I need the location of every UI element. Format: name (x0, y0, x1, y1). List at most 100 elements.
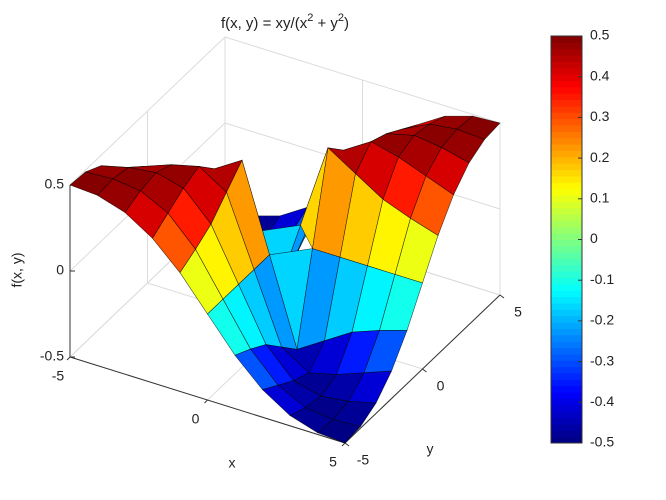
colorbar-cell (551, 194, 582, 202)
colorbar-cell (551, 436, 582, 444)
z-axis-label: f(x, y) (9, 253, 25, 288)
colorbar-tick-label: 0.4 (590, 67, 610, 83)
colorbar-cell (551, 156, 582, 164)
colorbar-cell (551, 303, 582, 310)
colorbar-cell (551, 309, 582, 317)
colorbar-cell (551, 264, 582, 272)
y-tick-label: 0 (437, 378, 445, 394)
colorbar-cell (551, 322, 582, 330)
colorbar-cell (551, 366, 582, 374)
colorbar-cell (551, 86, 582, 94)
colorbar-cell (551, 385, 582, 393)
colorbar-cell (551, 207, 582, 215)
y-tick-label: 5 (514, 304, 522, 320)
colorbar-cell (551, 379, 582, 387)
colorbar-tick-label: 0 (590, 230, 598, 246)
colorbar-cell (551, 430, 582, 438)
title-sup: 2 (307, 12, 313, 24)
colorbar-tick-label: 0.2 (590, 149, 610, 165)
colorbar-cell (551, 398, 582, 406)
colorbar-cell (551, 233, 582, 240)
colorbar-cell (551, 353, 582, 361)
colorbar-cell (551, 417, 582, 425)
colorbar-cell (551, 239, 582, 247)
y-tick (344, 442, 350, 447)
z-tick-label: 0.5 (45, 176, 65, 192)
colorbar-cell (551, 258, 582, 266)
colorbar-tick-label: -0.2 (590, 312, 614, 328)
title-part: + y (313, 15, 338, 32)
colorbar-cell (551, 271, 582, 279)
colorbar-cell (551, 296, 582, 304)
colorbar-cell (551, 290, 582, 298)
x-tick (204, 399, 208, 404)
colorbar-tick-label: 0.5 (590, 27, 610, 43)
colorbar-cell (551, 328, 582, 336)
colorbar-cell (551, 347, 582, 355)
colorbar-cell (551, 118, 582, 126)
x-tick-label: -5 (52, 368, 65, 384)
colorbar-tick-label: 0.1 (590, 190, 610, 206)
colorbar-cell (551, 188, 582, 196)
colorbar-cell (551, 112, 582, 120)
y-axis-label: y (427, 441, 434, 457)
colorbar-cell (551, 411, 582, 419)
colorbar-tick-label: 0.3 (590, 108, 610, 124)
colorbar-cell (551, 334, 582, 342)
grid-line (224, 36, 501, 124)
title-sup: 2 (338, 12, 344, 24)
x-tick (341, 442, 346, 447)
colorbar-cell (551, 284, 582, 291)
y-tick (499, 294, 505, 299)
colorbar-cell (551, 169, 582, 177)
colorbar-cell (551, 80, 582, 88)
colorbar-cell (551, 67, 582, 75)
colorbar-cell (551, 392, 582, 399)
colorbar-cell (551, 252, 582, 260)
colorbar-cell (551, 150, 582, 158)
colorbar-cell (551, 144, 582, 151)
x-axis-label: x (229, 455, 236, 471)
colorbar-cell (551, 245, 582, 253)
colorbar-cell (551, 105, 582, 113)
colorbar-cell (551, 341, 582, 349)
colorbar-cell (551, 55, 582, 62)
colorbar-cell (551, 277, 582, 285)
colorbar-cell (551, 201, 582, 209)
title-part: ) (344, 15, 349, 32)
x-tick (66, 356, 71, 361)
surface-face (316, 419, 362, 444)
chart-title: f(x, y) = xy/(x2 + y2) (221, 12, 349, 32)
z-tick-label: -0.5 (40, 348, 64, 364)
colorbar-cell (551, 125, 582, 132)
colorbar-cell (551, 36, 582, 43)
colorbar-cell (551, 131, 582, 139)
x-tick-label: 0 (192, 411, 200, 427)
colorbar-cell (551, 137, 582, 145)
colorbar-cell (551, 93, 582, 101)
colorbar-cell (551, 42, 582, 50)
title-part: f(x, y) = xy/(x (221, 15, 308, 32)
colorbar-cell (551, 360, 582, 368)
colorbar-cell (551, 220, 582, 228)
colorbar-cell (551, 175, 582, 183)
x-tick-label: 5 (329, 454, 337, 470)
colorbar-tick-label: -0.4 (590, 393, 614, 409)
y-tick-label: -5 (357, 452, 370, 468)
z-tick-label: 0 (56, 262, 64, 278)
colorbar-cell (551, 315, 582, 323)
colorbar-cell (551, 163, 582, 171)
colorbar-cell (551, 61, 582, 69)
colorbar-cell (551, 48, 582, 56)
colorbar-cell (551, 423, 582, 431)
grid-line (69, 36, 226, 186)
colorbar-cell (551, 74, 582, 82)
y-tick (422, 368, 427, 373)
colorbar-cell (551, 182, 582, 190)
colorbar-cell (551, 226, 582, 234)
colorbar-cell (551, 99, 582, 107)
colorbar-cell (551, 373, 582, 380)
colorbar-cell (551, 214, 582, 221)
colorbar-tick-label: -0.5 (590, 434, 614, 450)
